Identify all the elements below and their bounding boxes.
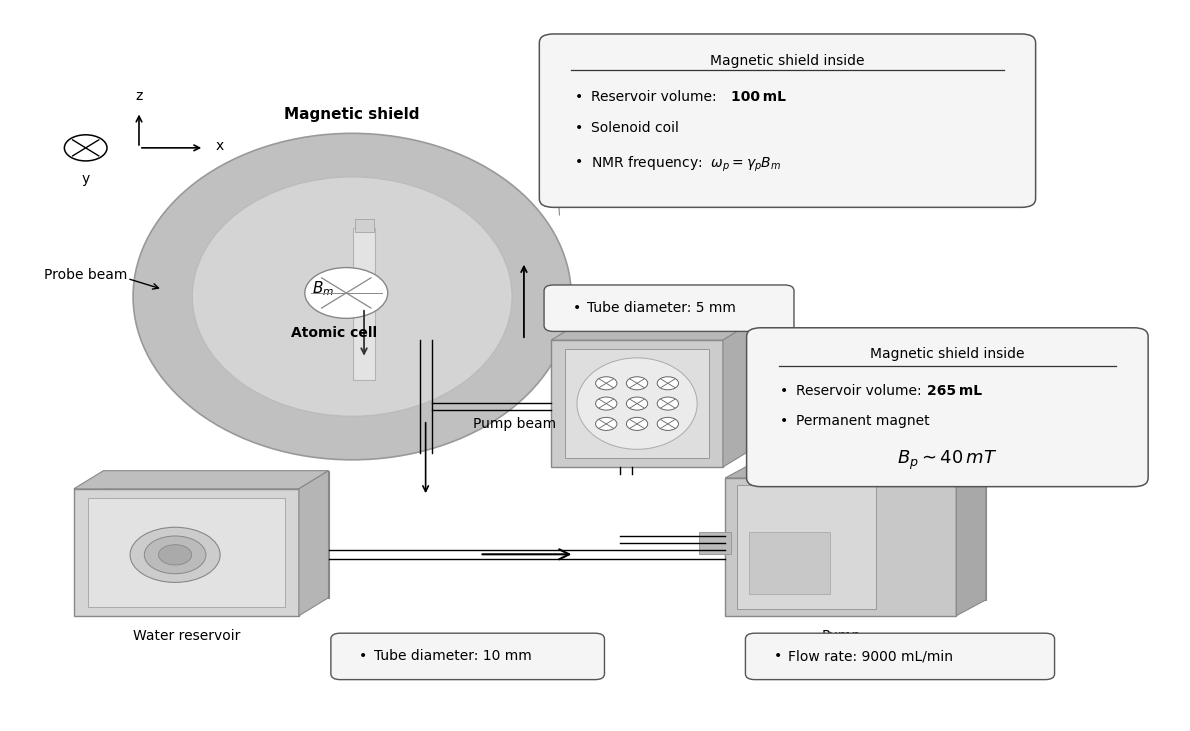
Bar [88, 498, 284, 607]
Text: •: • [575, 155, 583, 169]
Text: Solenoid coil: Solenoid coil [591, 121, 679, 135]
Bar [737, 485, 876, 608]
Text: y: y [82, 172, 89, 186]
FancyBboxPatch shape [745, 633, 1054, 680]
Text: •: • [575, 121, 583, 135]
Ellipse shape [577, 358, 697, 450]
Bar [577, 324, 749, 451]
Circle shape [626, 376, 647, 390]
Circle shape [595, 397, 616, 410]
Text: Magnetic shield: Magnetic shield [551, 300, 687, 316]
Circle shape [626, 417, 647, 431]
Text: •: • [774, 649, 782, 664]
Text: •: • [575, 90, 583, 104]
Text: Water reservoir: Water reservoir [132, 629, 240, 643]
Text: z: z [136, 89, 143, 103]
Text: 100 mL: 100 mL [731, 90, 787, 104]
Circle shape [144, 536, 206, 574]
FancyBboxPatch shape [746, 327, 1148, 487]
Text: $B_p \sim 40\, mT$: $B_p \sim 40\, mT$ [897, 449, 997, 472]
Bar [551, 340, 722, 467]
Text: $B_m$: $B_m$ [312, 280, 334, 298]
Text: Magnetic shield inside: Magnetic shield inside [870, 347, 1025, 361]
Polygon shape [299, 471, 328, 616]
FancyBboxPatch shape [539, 34, 1035, 208]
Text: Flow rate: 9000 mL/min: Flow rate: 9000 mL/min [788, 649, 953, 664]
Text: Permanent magnet: Permanent magnet [796, 414, 929, 428]
Text: x: x [215, 139, 224, 153]
Text: Tube diameter: 10 mm: Tube diameter: 10 mm [374, 649, 531, 664]
Text: •: • [572, 301, 581, 315]
Text: Atomic cell: Atomic cell [292, 325, 377, 340]
Bar [74, 489, 299, 616]
Circle shape [595, 417, 616, 431]
Bar [700, 532, 731, 554]
Circle shape [595, 376, 616, 390]
Circle shape [657, 417, 678, 431]
Bar [353, 228, 375, 380]
Text: •: • [779, 414, 788, 428]
Circle shape [626, 397, 647, 410]
Ellipse shape [133, 133, 571, 460]
Circle shape [158, 545, 192, 565]
Text: •: • [359, 649, 368, 664]
Bar [565, 349, 709, 458]
Circle shape [657, 397, 678, 410]
Text: Pump beam: Pump beam [472, 417, 556, 431]
FancyBboxPatch shape [331, 633, 605, 680]
Bar [104, 471, 328, 598]
Text: Magnetic shield: Magnetic shield [284, 107, 420, 123]
Polygon shape [957, 462, 985, 616]
Text: Magnetic shield inside: Magnetic shield inside [710, 53, 865, 67]
Text: NMR frequency:  $\omega_p = \gamma_p B_m$: NMR frequency: $\omega_p = \gamma_p B_m$ [591, 155, 782, 175]
Text: Pump: Pump [821, 629, 860, 643]
Polygon shape [74, 471, 328, 489]
Text: 265 mL: 265 mL [927, 384, 982, 398]
Polygon shape [722, 324, 749, 467]
Bar [754, 462, 985, 600]
Polygon shape [725, 462, 985, 478]
Circle shape [305, 268, 388, 318]
Text: •: • [779, 384, 788, 398]
Bar [749, 532, 829, 594]
Bar [725, 478, 957, 616]
Circle shape [130, 527, 220, 583]
Text: Reservoir volume:: Reservoir volume: [796, 384, 926, 398]
Bar [355, 219, 374, 232]
Circle shape [657, 376, 678, 390]
Text: Probe beam: Probe beam [44, 268, 127, 282]
Polygon shape [551, 324, 749, 340]
FancyBboxPatch shape [544, 285, 794, 331]
Text: Tube diameter: 5 mm: Tube diameter: 5 mm [587, 301, 735, 315]
Ellipse shape [193, 177, 512, 416]
Text: Reservoir volume:: Reservoir volume: [591, 90, 721, 104]
